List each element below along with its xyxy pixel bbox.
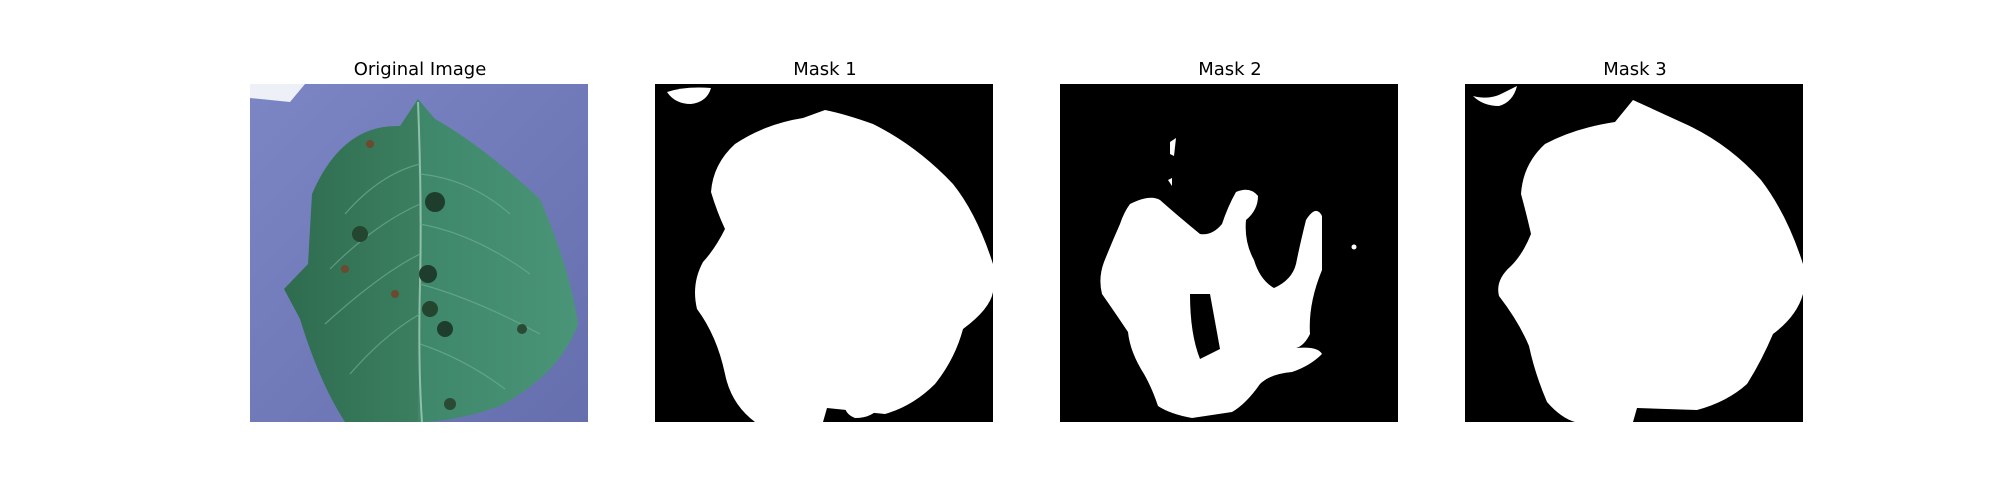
panel-title: Mask 1 [793, 59, 857, 80]
panel-mask-2: Mask 2 [1060, 0, 1400, 500]
mask-1-image [655, 84, 993, 422]
mask-2-image [1060, 84, 1398, 422]
panel-title: Original Image [353, 59, 487, 80]
mask-3-image [1465, 84, 1803, 422]
original-leaf-photo [250, 84, 588, 422]
panel-mask-3: Mask 3 [1465, 0, 1805, 500]
panel-title: Mask 2 [1198, 59, 1262, 80]
panel-original-image: Original Image [250, 0, 590, 500]
panel-mask-1: Mask 1 [655, 0, 995, 500]
panel-title: Mask 3 [1603, 59, 1667, 80]
